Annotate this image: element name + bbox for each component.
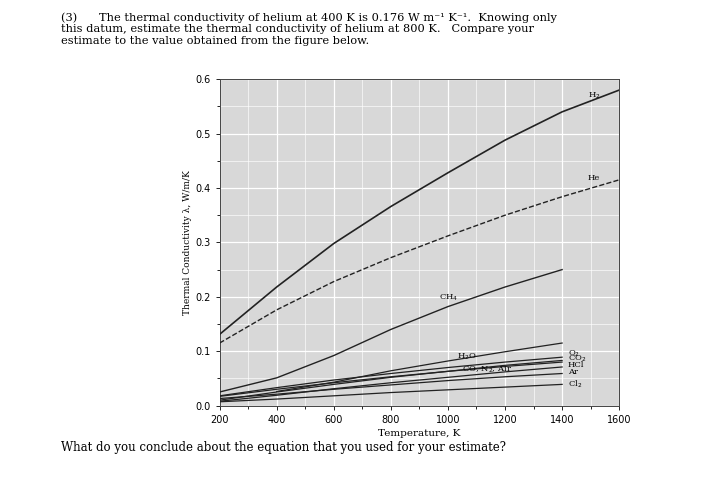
Text: He: He [588, 174, 600, 182]
Text: CH$_4$: CH$_4$ [439, 293, 459, 303]
Text: HCl: HCl [568, 361, 585, 369]
Text: Cl$_2$: Cl$_2$ [568, 378, 582, 390]
Text: What do you conclude about the equation that you used for your estimate?: What do you conclude about the equation … [61, 441, 506, 454]
Text: O$_2$: O$_2$ [568, 348, 580, 359]
Text: Ar: Ar [568, 368, 578, 376]
Text: H$_2$: H$_2$ [588, 90, 600, 101]
Text: CO$_2$: CO$_2$ [568, 354, 586, 364]
X-axis label: Temperature, K: Temperature, K [378, 429, 461, 438]
Text: H$_2$O: H$_2$O [456, 352, 476, 362]
Text: CO, N$_2$, Air: CO, N$_2$, Air [462, 364, 512, 375]
Y-axis label: Thermal Conductivity λ, W/m/K: Thermal Conductivity λ, W/m/K [184, 170, 192, 315]
Text: (3)      The thermal conductivity of helium at 400 K is 0.176 W m⁻¹ K⁻¹.  Knowin: (3) The thermal conductivity of helium a… [61, 12, 557, 46]
